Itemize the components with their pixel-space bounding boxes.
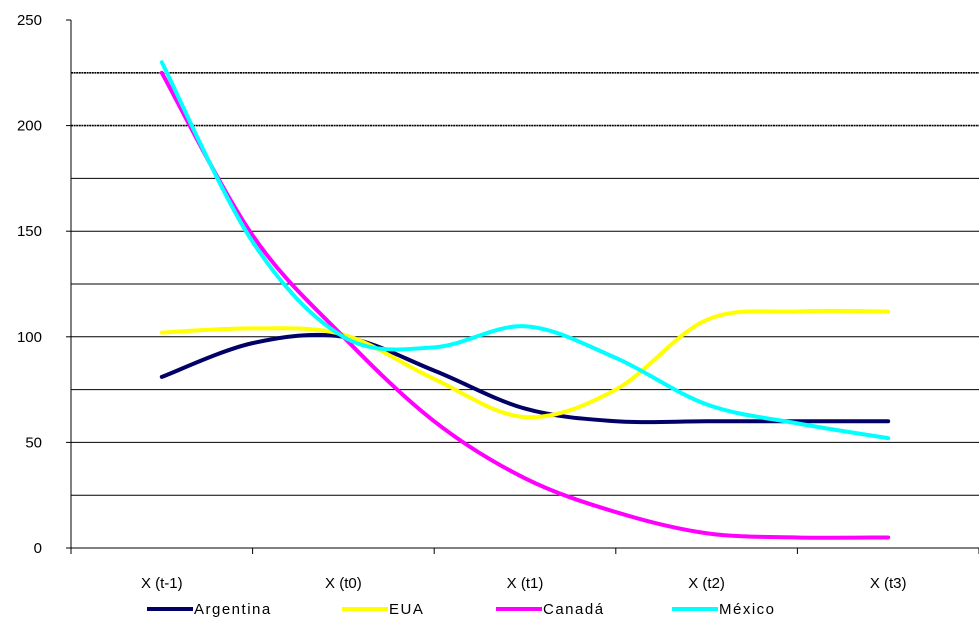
series-line-eua: [159, 308, 891, 420]
x-tick-label-4: X (t3): [870, 575, 907, 592]
y-tick-label-200: 200: [17, 118, 42, 135]
series-lines: [159, 60, 891, 540]
x-tick-label-1: X (t0): [325, 575, 362, 592]
x-tick-label-2: X (t1): [507, 575, 544, 592]
y-tick-label-0: 0: [34, 540, 42, 557]
x-tick-label-0: X (t-1): [141, 575, 183, 592]
legend-label-canad: Canadá: [543, 601, 605, 618]
gridlines: [71, 72, 979, 496]
tick-labels: 0 50 100 150 200 250 X (t-1) X (t0) X (t1) X (t2)…: [17, 12, 907, 592]
series-line-canad: [159, 70, 891, 540]
y-tick-label-50: 50: [25, 434, 42, 451]
x-tick-label-3: X (t2): [688, 575, 725, 592]
axes: [66, 19, 979, 554]
y-tick-label-250: 250: [17, 12, 42, 29]
legend: Argentina EUA Canadá México: [147, 601, 776, 618]
legend-label-argentina: Argentina: [194, 601, 272, 618]
series-line-argentina: [159, 332, 891, 425]
legend-label-mxico: México: [719, 601, 776, 618]
y-tick-label-150: 150: [17, 223, 42, 240]
y-tick-label-100: 100: [17, 329, 42, 346]
series-line-mxico: [159, 60, 891, 441]
legend-label-eua: EUA: [389, 601, 424, 618]
